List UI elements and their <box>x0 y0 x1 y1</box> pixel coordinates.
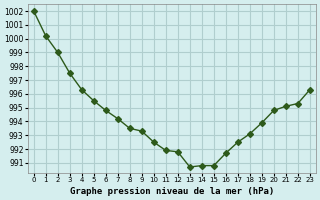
X-axis label: Graphe pression niveau de la mer (hPa): Graphe pression niveau de la mer (hPa) <box>70 187 274 196</box>
